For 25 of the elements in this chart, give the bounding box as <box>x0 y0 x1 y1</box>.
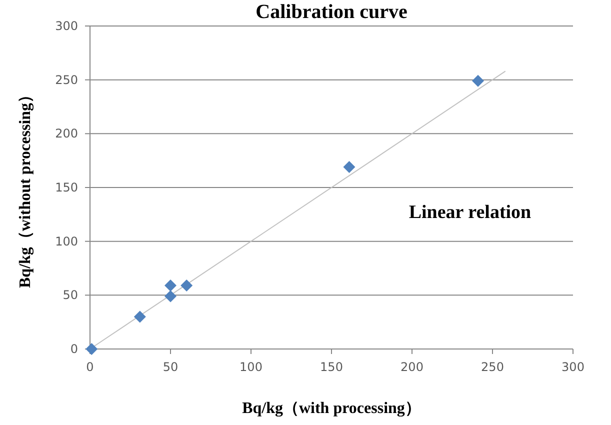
point <box>164 279 176 292</box>
point <box>472 74 484 87</box>
x-tick-label: 50 <box>162 360 178 374</box>
point <box>180 279 193 292</box>
y-tick-label: 0 <box>70 342 78 356</box>
point <box>86 343 98 355</box>
x-tick-label: 250 <box>481 360 504 374</box>
y-tick-label: 150 <box>55 180 78 194</box>
x-tick-label: 100 <box>240 360 262 374</box>
y-tick-label: 250 <box>55 72 78 87</box>
x-tick-label: 0 <box>86 360 94 374</box>
y-tick-label: 300 <box>55 19 78 33</box>
x-tick-label: 150 <box>320 360 343 374</box>
x-tick-label: 200 <box>400 360 424 374</box>
annotation: Linear relation <box>408 202 532 223</box>
point <box>343 161 356 174</box>
x-axis-title: Bq/kg（with processing） <box>242 400 421 417</box>
y-tick-label: 100 <box>55 234 78 248</box>
x-tick-label: 300 <box>562 360 584 374</box>
y-tick-label: 50 <box>62 288 78 302</box>
point <box>164 290 176 302</box>
point <box>134 310 146 323</box>
y-tick-label: 200 <box>55 126 78 141</box>
chart-title: Calibration curve <box>256 1 408 23</box>
y-axis-title: Bq/kg（without processing） <box>17 86 34 288</box>
